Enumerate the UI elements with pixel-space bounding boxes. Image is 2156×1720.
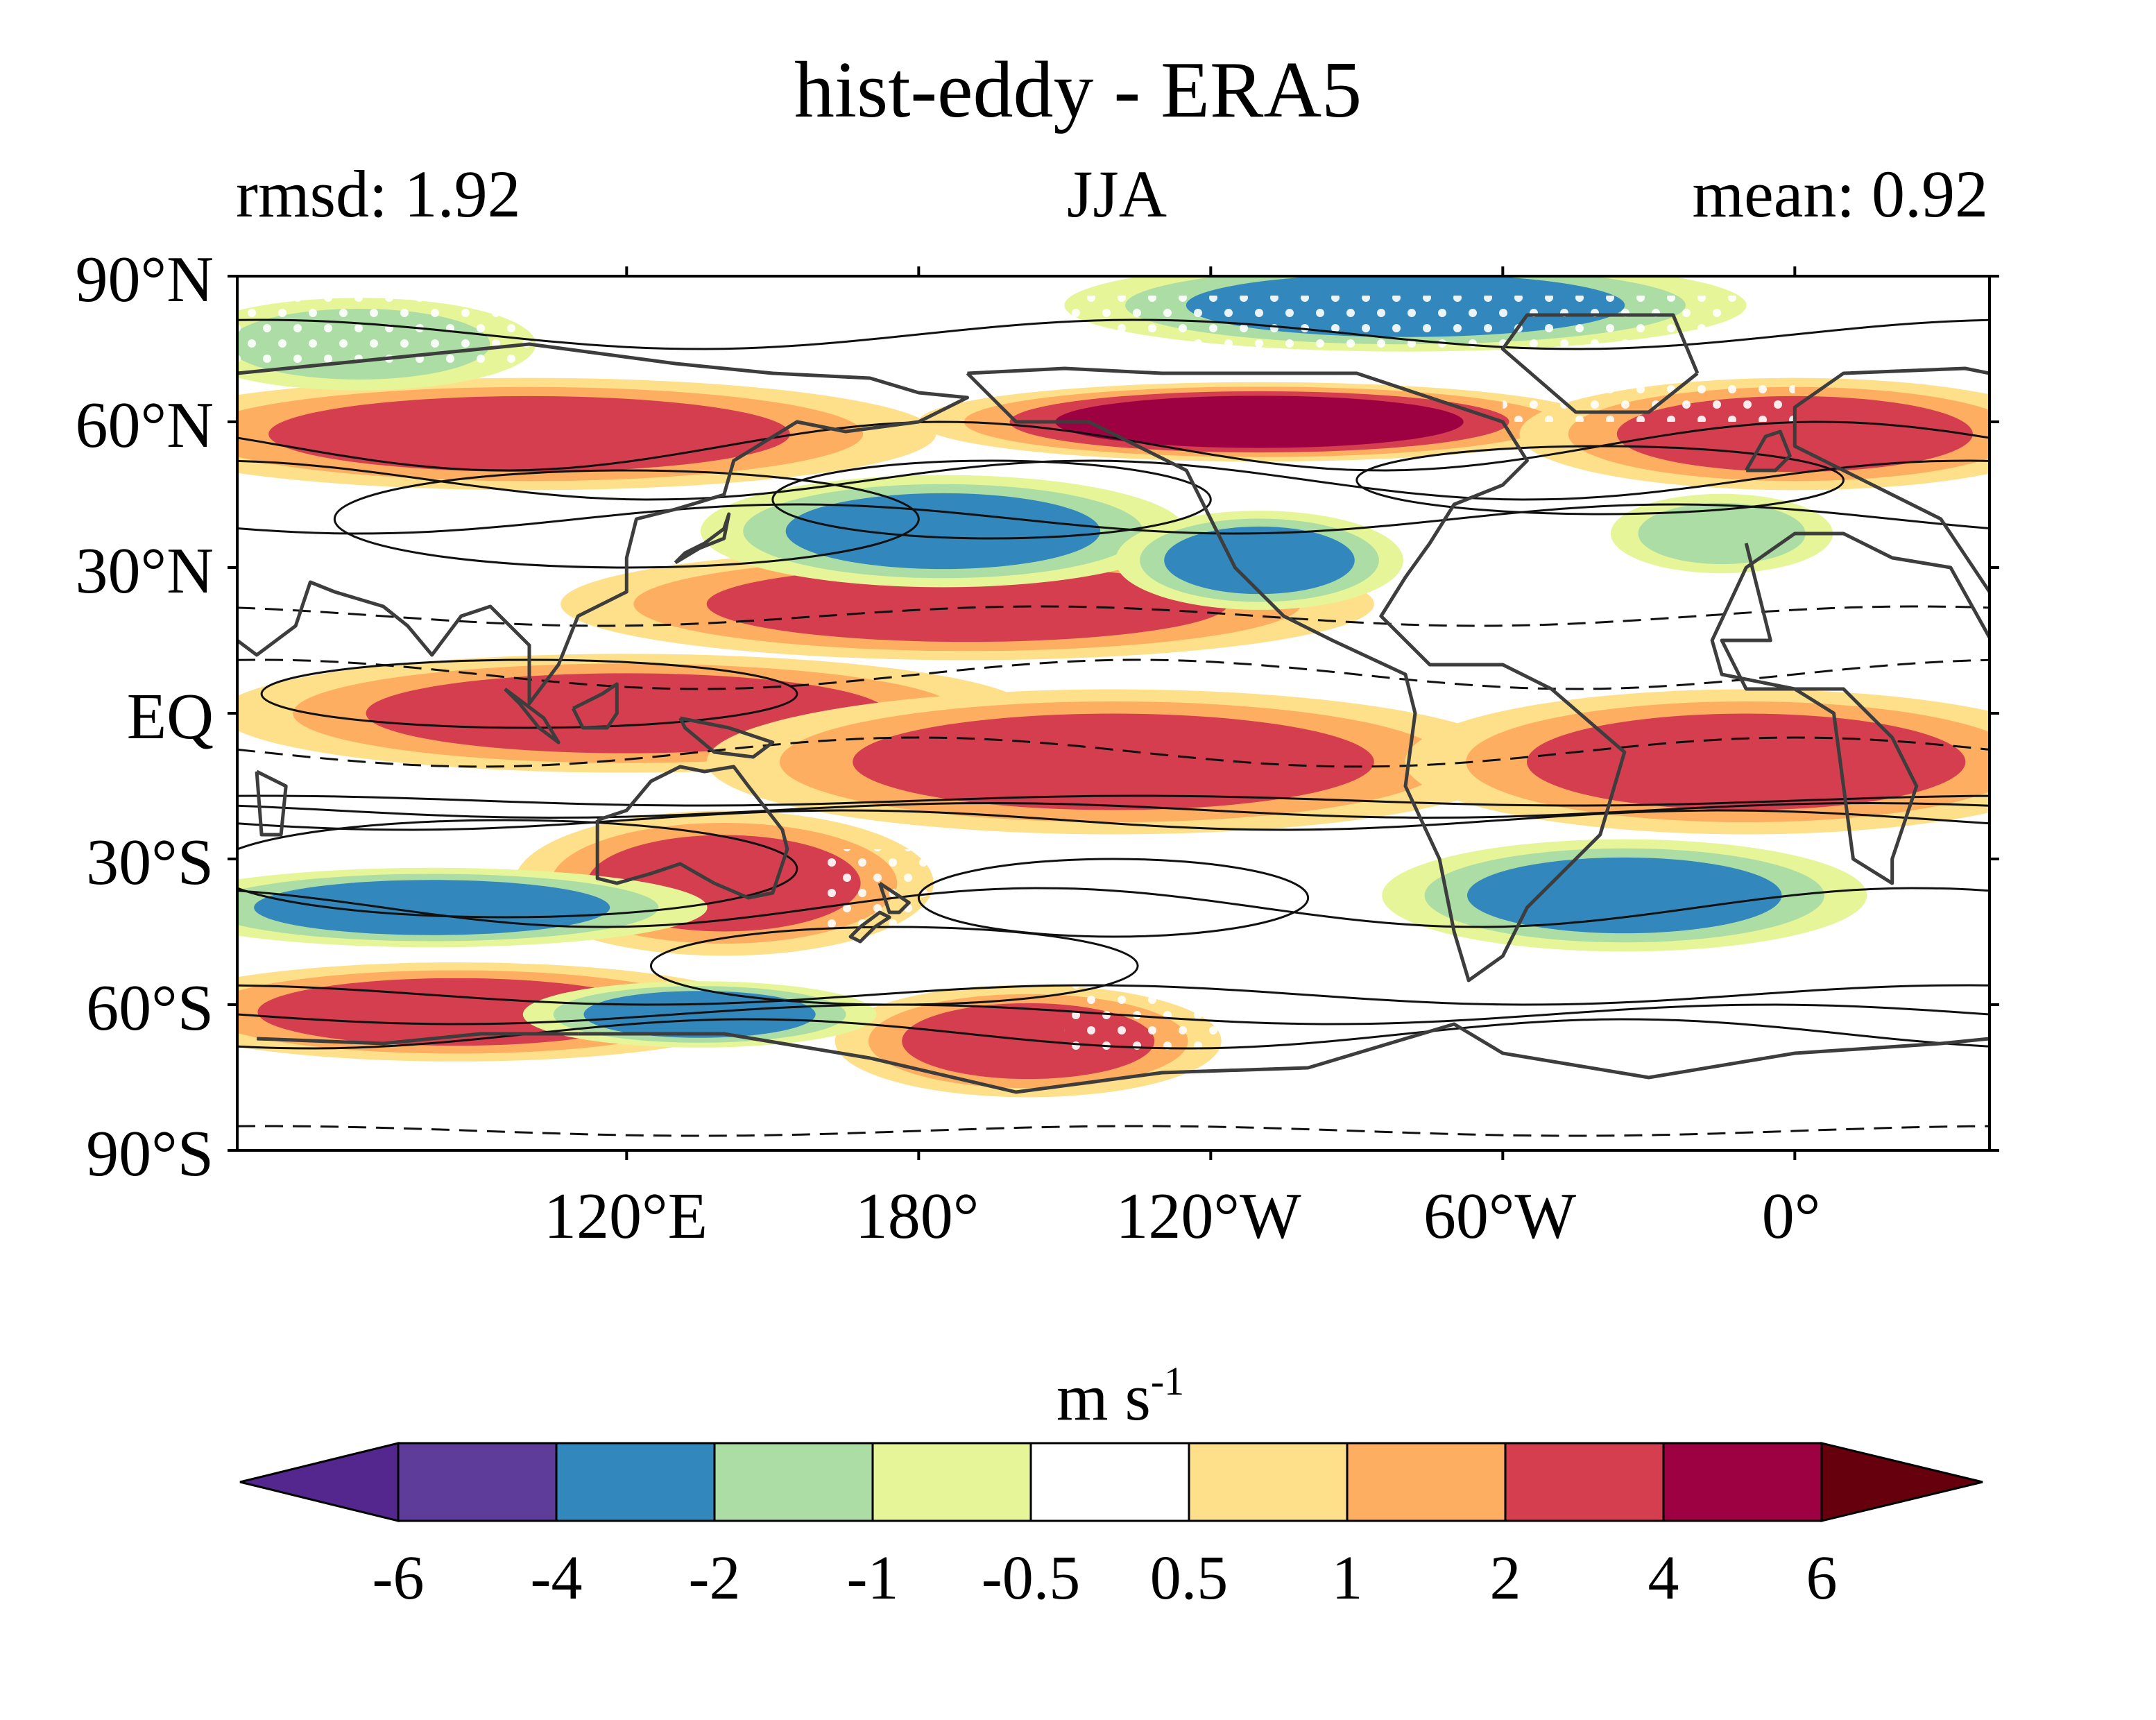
colorbar-segment	[1662, 1442, 1823, 1522]
lon-label-0: 0°	[1761, 1180, 1821, 1252]
cb-tick-label: -4	[530, 1544, 583, 1612]
colorbar-segment	[1188, 1442, 1349, 1522]
anomaly-blob	[254, 880, 610, 935]
contour-negative	[237, 1125, 1990, 1137]
lat-label-30n: 30°N	[75, 535, 214, 607]
coastline	[848, 910, 891, 944]
colorbar-segment	[1346, 1442, 1507, 1522]
lon-label-120e: 120°E	[543, 1180, 708, 1252]
coastline	[966, 366, 1627, 982]
cb-tick-label: 1	[1331, 1544, 1363, 1612]
coastline	[674, 512, 731, 565]
lat-label-60n: 60°N	[75, 389, 214, 461]
contour-closed	[649, 926, 1139, 1006]
cb-tick-label: 0.5	[1149, 1544, 1229, 1612]
contour-positive	[237, 887, 1990, 928]
colorbar-segment	[713, 1442, 874, 1522]
contour-closed	[771, 459, 1212, 540]
coastline	[571, 682, 619, 730]
cb-tick-label: 2	[1489, 1544, 1521, 1612]
map-panel	[237, 276, 1990, 1137]
contour-positive	[237, 809, 1990, 831]
lat-label-90n: 90°N	[75, 244, 214, 316]
anomaly-blob	[583, 991, 816, 1038]
colorbar-units: m s-1	[0, 1361, 2156, 1431]
anomaly-blob	[1467, 857, 1782, 934]
colorbar-segment	[397, 1442, 558, 1522]
cb-tick-label: -1	[846, 1544, 899, 1612]
coastline	[237, 342, 969, 706]
coastline	[678, 716, 775, 759]
coastline	[1745, 429, 1792, 472]
lon-label-60w: 60°W	[1423, 1180, 1577, 1252]
contour-positive	[237, 984, 1990, 1006]
anomaly-blob	[853, 713, 1374, 810]
cb-tick-label: -0.5	[981, 1544, 1081, 1612]
lat-label-60s: 60°S	[86, 972, 214, 1044]
coastline	[1710, 366, 1990, 885]
coastlines	[237, 313, 1990, 1094]
coastline	[257, 1032, 579, 1046]
anomaly-blob	[1055, 395, 1464, 448]
contour-negative	[237, 605, 1990, 627]
stipple-region	[1064, 932, 1260, 1053]
contour-closed	[917, 858, 1310, 938]
mean-label: mean: 0.92	[1692, 157, 1988, 231]
season-label: JJA	[1066, 157, 1167, 231]
rmsd-label: rmsd: 1.92	[236, 157, 521, 231]
anomaly-blob	[706, 565, 1229, 642]
contour-positive	[237, 801, 1990, 819]
lon-label-120w: 120°W	[1115, 1180, 1301, 1252]
axis-ticks	[228, 266, 1999, 1160]
cb-tick-label: -6	[372, 1544, 425, 1612]
colorbar-segment	[1029, 1442, 1190, 1522]
colorbar-under-arrow	[239, 1442, 400, 1522]
coastline	[595, 765, 789, 900]
cb-tick-label: -2	[688, 1544, 741, 1612]
contour-positive	[237, 318, 1990, 350]
coastline	[878, 881, 911, 914]
contour-closed	[237, 819, 798, 919]
lat-label-90s: 90°S	[86, 1118, 214, 1190]
stipple-region	[237, 1063, 627, 1102]
units-exponent: -1	[1150, 1359, 1185, 1404]
lat-label-eq: EQ	[126, 681, 214, 753]
anomaly-blob	[785, 493, 1101, 570]
colorbar-segment	[871, 1442, 1032, 1522]
anomaly-blob	[1638, 502, 1806, 565]
coastline	[504, 687, 561, 744]
significance-stippling	[237, 296, 1990, 1102]
coastline	[578, 1022, 1990, 1094]
colorbar-segment	[1504, 1442, 1665, 1522]
coastline	[255, 769, 288, 837]
contour-positive	[237, 420, 1990, 472]
anomaly-blob	[1164, 526, 1355, 595]
anomaly-blob	[1526, 713, 1966, 810]
contour-positive	[237, 503, 1990, 535]
colorbar-segment	[555, 1442, 716, 1522]
stipple-region	[237, 296, 1990, 364]
contour-positive	[237, 794, 1990, 807]
anomaly-blob	[268, 395, 790, 472]
coastline	[1500, 313, 1700, 414]
cb-tick-label: 4	[1648, 1544, 1679, 1612]
colorbar	[239, 1442, 1983, 1522]
lon-label-180: 180°	[855, 1180, 979, 1252]
contour-closed	[1355, 445, 1845, 516]
colorbar-over-arrow	[1820, 1442, 1983, 1522]
figure-title: hist-eddy - ERA5	[794, 46, 1362, 135]
units-base: m s	[1056, 1360, 1151, 1434]
cb-tick-label: 6	[1806, 1544, 1838, 1612]
contour-positive	[237, 459, 1990, 501]
contour-negative	[237, 736, 1990, 768]
contour-positive	[237, 1003, 1990, 1025]
lat-label-30s: 30°S	[86, 826, 214, 899]
